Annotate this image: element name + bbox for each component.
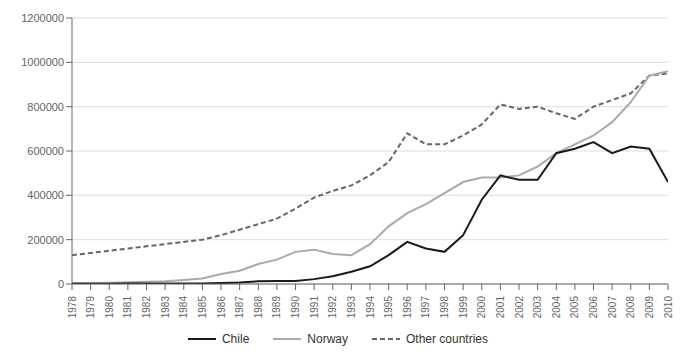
- svg-text:1998: 1998: [439, 296, 450, 319]
- html-text:Norway: Norway: [307, 332, 348, 346]
- svg-text:1982: 1982: [141, 296, 152, 319]
- svg-text:2000: 2000: [476, 296, 487, 319]
- svg-text:1000000: 1000000: [21, 56, 64, 68]
- svg-text:1988: 1988: [253, 296, 264, 319]
- svg-text:2009: 2009: [644, 296, 655, 319]
- svg-text:1993: 1993: [346, 296, 357, 319]
- svg-text:1990: 1990: [290, 296, 301, 319]
- svg-text:1986: 1986: [216, 296, 227, 319]
- svg-text:1989: 1989: [271, 296, 282, 319]
- svg-text:2006: 2006: [588, 296, 599, 319]
- svg-text:2004: 2004: [551, 296, 562, 319]
- svg-text:1983: 1983: [160, 296, 171, 319]
- svg-text:2003: 2003: [532, 296, 543, 319]
- svg-text:1987: 1987: [234, 296, 245, 319]
- svg-text:1996: 1996: [402, 296, 413, 319]
- html-text:Chile: Chile: [222, 332, 250, 346]
- svg-text:1200000: 1200000: [21, 12, 64, 24]
- svg-text:1999: 1999: [458, 296, 469, 319]
- svg-text:2001: 2001: [495, 296, 506, 319]
- svg-text:1992: 1992: [327, 296, 338, 319]
- svg-text:2008: 2008: [625, 296, 636, 319]
- svg-text:400000: 400000: [27, 189, 64, 201]
- svg-text:1994: 1994: [365, 296, 376, 319]
- svg-text:200000: 200000: [27, 234, 64, 246]
- svg-text:800000: 800000: [27, 101, 64, 113]
- svg-text:0: 0: [58, 278, 64, 290]
- svg-text:1995: 1995: [383, 296, 394, 319]
- svg-text:2002: 2002: [514, 296, 525, 319]
- svg-text:2005: 2005: [569, 296, 580, 319]
- svg-text:1979: 1979: [85, 296, 96, 319]
- svg-text:1980: 1980: [104, 296, 115, 319]
- svg-text:2010: 2010: [663, 296, 674, 319]
- svg-text:1985: 1985: [197, 296, 208, 319]
- svg-text:600000: 600000: [27, 145, 64, 157]
- svg-text:1984: 1984: [178, 296, 189, 319]
- svg-text:1978: 1978: [67, 296, 78, 319]
- html-text:Other countries: Other countries: [406, 332, 488, 346]
- svg-text:1981: 1981: [122, 296, 133, 319]
- svg-text:1997: 1997: [420, 296, 431, 319]
- svg-text:2007: 2007: [607, 296, 618, 319]
- svg-text:1991: 1991: [309, 296, 320, 319]
